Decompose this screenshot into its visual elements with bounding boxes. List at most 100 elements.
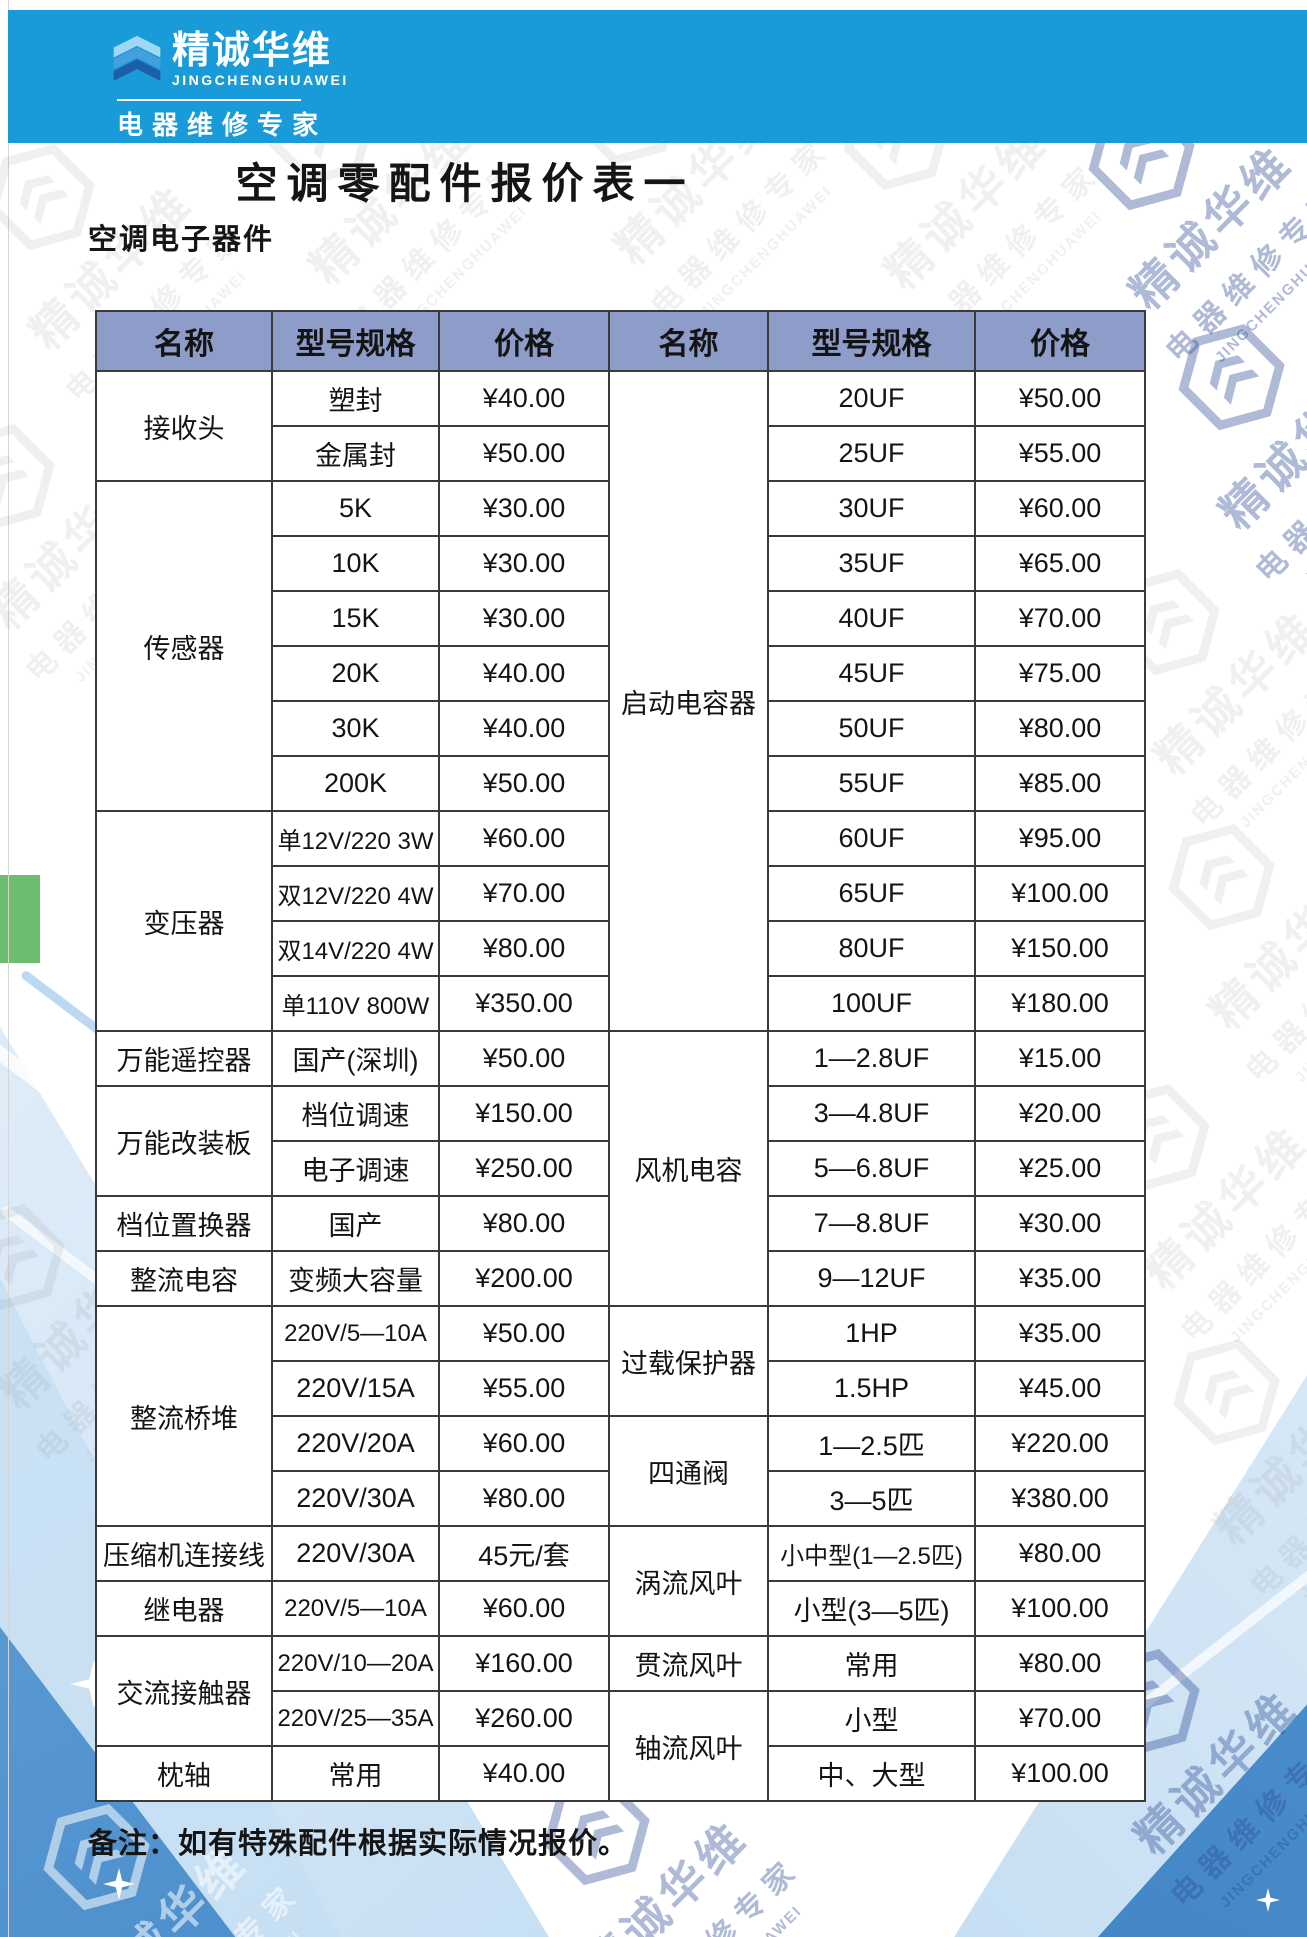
category-cell: 万能改装板 — [95, 1085, 273, 1197]
table-row: 15K ¥30.00 40UF ¥70.00 — [96, 590, 1146, 647]
price-cell: ¥20.00 — [974, 1085, 1146, 1142]
brand-logo-icon — [112, 32, 162, 93]
category-cell: 传感器 — [95, 480, 273, 812]
table-row: 220V/15A ¥55.00 1.5HP ¥45.00 — [96, 1360, 1146, 1417]
brand-divider-line — [117, 99, 301, 101]
category-cell: 交流接触器 — [95, 1635, 273, 1747]
model-cell: 3—5匹 — [767, 1470, 976, 1527]
price-cell: ¥50.00 — [438, 1030, 610, 1087]
model-cell: 单110V 800W — [271, 975, 440, 1032]
model-cell: 3—4.8UF — [767, 1085, 976, 1142]
model-cell: 220V/5—10A — [271, 1580, 440, 1637]
category-cell: 启动电容器 — [608, 370, 769, 1032]
table-row: 10K ¥30.00 35UF ¥65.00 — [96, 535, 1146, 592]
price-cell: ¥250.00 — [438, 1140, 610, 1197]
model-cell: 1.5HP — [767, 1360, 976, 1417]
price-cell: ¥150.00 — [974, 920, 1146, 977]
model-cell: 双14V/220 4W — [271, 920, 440, 977]
price-cell: ¥50.00 — [974, 370, 1146, 427]
table-row: 220V/20A ¥60.00 四通阀 1—2.5匹 ¥220.00 — [96, 1415, 1146, 1527]
category-cell: 过载保护器 — [608, 1305, 769, 1417]
price-cell: ¥50.00 — [438, 425, 610, 482]
remark-note: 备注：如有特殊配件根据实际情况报价。 — [88, 1828, 629, 1860]
price-cell: ¥75.00 — [974, 645, 1146, 702]
price-cell: ¥260.00 — [438, 1690, 610, 1747]
model-cell: 国产 — [271, 1195, 440, 1252]
price-cell: ¥220.00 — [974, 1415, 1146, 1472]
model-cell: 220V/30A — [271, 1525, 440, 1582]
col-header-price-right: 价格 — [974, 310, 1146, 372]
table-row: 单110V 800W ¥350.00 100UF ¥180.00 — [96, 975, 1146, 1032]
table-row: 200K ¥50.00 55UF ¥85.00 — [96, 755, 1146, 812]
model-cell: 国产(深圳) — [271, 1030, 440, 1087]
price-cell: ¥30.00 — [438, 480, 610, 537]
category-cell: 风机电容 — [608, 1030, 769, 1307]
price-cell: ¥180.00 — [974, 975, 1146, 1032]
model-cell: 220V/10—20A — [271, 1635, 440, 1692]
model-cell: 65UF — [767, 865, 976, 922]
price-cell: ¥95.00 — [974, 810, 1146, 867]
price-table-body: 接收头 塑封 ¥40.00 启动电容器 20UF ¥50.00 金属封 ¥50.00 25UF ¥… — [95, 370, 1146, 1802]
price-cell: ¥55.00 — [974, 425, 1146, 482]
page-edge-line — [8, 0, 9, 1937]
table-row: 金属封 ¥50.00 25UF ¥55.00 — [96, 425, 1146, 482]
price-cell: ¥60.00 — [438, 1580, 610, 1637]
model-cell: 小型 — [767, 1690, 976, 1747]
model-cell: 金属封 — [271, 425, 440, 482]
header-banner: 精诚华维 JINGCHENGHUAWEI 电器维修专家 — [8, 10, 1307, 143]
table-row: 整流桥堆 220V/5—10A ¥50.00 过载保护器 1HP ¥35.00 — [95, 1305, 1146, 1527]
price-cell: ¥80.00 — [974, 1525, 1146, 1582]
model-cell: 100UF — [767, 975, 976, 1032]
model-cell: 常用 — [271, 1745, 440, 1802]
category-cell: 四通阀 — [608, 1415, 769, 1527]
model-cell: 200K — [271, 755, 440, 812]
price-cell: ¥70.00 — [974, 590, 1146, 647]
category-cell: 继电器 — [95, 1580, 273, 1637]
category-cell: 涡流风叶 — [608, 1525, 769, 1637]
price-cell: ¥350.00 — [438, 975, 610, 1032]
header-row: 名称 型号规格 价格 名称 型号规格 价格 — [95, 310, 1146, 372]
model-cell: 45UF — [767, 645, 976, 702]
brand-tagline: 电器维修专家 — [117, 110, 328, 140]
table-row: 30K ¥40.00 50UF ¥80.00 — [96, 700, 1146, 757]
model-cell: 30UF — [767, 480, 976, 537]
table-row: 220V/30A ¥80.00 3—5匹 ¥380.00 — [96, 1470, 1146, 1527]
model-cell: 20UF — [767, 370, 976, 427]
section-title: 空调电子器件 — [88, 224, 275, 256]
price-cell: ¥100.00 — [974, 1745, 1146, 1802]
green-side-tab — [0, 875, 40, 963]
price-cell: ¥40.00 — [438, 700, 610, 757]
price-cell: ¥80.00 — [438, 1470, 610, 1527]
price-cell: ¥50.00 — [438, 1305, 610, 1362]
model-cell: 10K — [271, 535, 440, 592]
model-cell: 9—12UF — [767, 1250, 976, 1307]
price-cell: ¥55.00 — [438, 1360, 610, 1417]
model-cell: 变频大容量 — [271, 1250, 440, 1307]
table-row: 继电器 220V/5—10A ¥60.00 小型(3—5匹) ¥100.00 — [95, 1580, 1146, 1637]
table-row: 万能遥控器 国产(深圳) ¥50.00 风机电容 1—2.8UF ¥15.00 — [95, 1030, 1146, 1307]
price-cell: ¥100.00 — [974, 1580, 1146, 1637]
price-cell: ¥80.00 — [438, 920, 610, 977]
sparkle-star-icon — [583, 1900, 605, 1922]
col-header-name-right: 名称 — [608, 310, 769, 372]
model-cell: 小型(3—5匹) — [767, 1580, 976, 1637]
table-row: 220V/25—35A ¥260.00 轴流风叶 小型 ¥70.00 — [96, 1690, 1146, 1802]
category-cell: 万能遥控器 — [95, 1030, 273, 1087]
brand-name-en: JINGCHENGHUAWEI — [172, 72, 349, 88]
price-cell: ¥40.00 — [438, 370, 610, 427]
page-title: 空调零配件报价表一 — [235, 160, 695, 207]
price-cell: ¥70.00 — [438, 865, 610, 922]
price-cell: ¥160.00 — [438, 1635, 610, 1692]
model-cell: 电子调速 — [271, 1140, 440, 1197]
price-cell: ¥45.00 — [974, 1360, 1146, 1417]
table-row: 双12V/220 4W ¥70.00 65UF ¥100.00 — [96, 865, 1146, 922]
price-cell: ¥60.00 — [974, 480, 1146, 537]
category-cell: 整流电容 — [95, 1250, 273, 1307]
table-row: 传感器 5K ¥30.00 30UF ¥60.00 — [95, 480, 1146, 812]
model-cell: 80UF — [767, 920, 976, 977]
model-cell: 中、大型 — [767, 1745, 976, 1802]
price-cell: ¥60.00 — [438, 1415, 610, 1472]
price-cell: ¥50.00 — [438, 755, 610, 812]
model-cell: 55UF — [767, 755, 976, 812]
